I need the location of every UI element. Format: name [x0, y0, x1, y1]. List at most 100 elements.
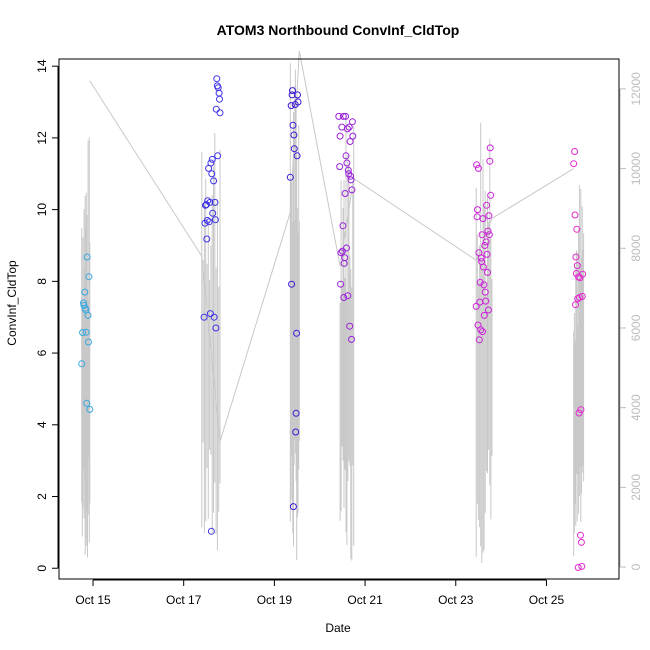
- data-point: [478, 231, 486, 239]
- data-point: [343, 125, 351, 133]
- data-point: [83, 253, 91, 261]
- data-point: [82, 328, 90, 336]
- data-point: [578, 562, 586, 570]
- data-point: [486, 144, 494, 152]
- data-point: [210, 177, 218, 185]
- data-point: [85, 338, 92, 346]
- data-point: [293, 329, 301, 337]
- data-point: [208, 155, 216, 163]
- data-point: [207, 527, 215, 535]
- data-point: [335, 112, 343, 120]
- data-point: [81, 288, 89, 296]
- y-tick-label: 4: [35, 421, 49, 428]
- data-point: [339, 222, 347, 230]
- data-point: [343, 244, 350, 252]
- data-point: [486, 157, 494, 165]
- data-point: [479, 328, 486, 336]
- data-point: [208, 170, 216, 178]
- data-point: [206, 310, 214, 318]
- data-point: [484, 268, 491, 276]
- data-point: [479, 215, 487, 223]
- data-point: [348, 118, 356, 126]
- data-point: [349, 132, 357, 140]
- data-point: [85, 273, 93, 281]
- x-tick-label: Oct 25: [529, 593, 565, 607]
- data-point: [78, 360, 86, 368]
- y2-tick-label: 8000: [629, 235, 643, 262]
- data-point: [572, 253, 580, 261]
- data-point: [290, 145, 298, 153]
- data-point: [292, 428, 300, 436]
- x-tick-label: Oct 15: [75, 593, 111, 607]
- data-point: [289, 87, 296, 95]
- data-point: [203, 216, 211, 224]
- data-point: [337, 280, 345, 288]
- data-point: [577, 531, 584, 539]
- data-point: [484, 306, 492, 314]
- data-point: [79, 329, 87, 337]
- data-point: [484, 227, 492, 235]
- data-point: [207, 159, 215, 167]
- data-point: [477, 326, 485, 334]
- data-point: [336, 132, 344, 140]
- y2-tick-label: 6000: [629, 314, 643, 341]
- data-point: [203, 235, 211, 243]
- data-point: [293, 152, 301, 160]
- y-tick-label: 8: [35, 278, 49, 285]
- y-tick-label: 12: [35, 131, 49, 145]
- data-point: [340, 294, 348, 301]
- y2-tick-label: 12000: [629, 72, 643, 106]
- data-point: [214, 152, 222, 160]
- data-point: [289, 503, 297, 511]
- data-point: [485, 212, 493, 220]
- y-tick-label: 2: [35, 493, 49, 500]
- y-tick-label: 10: [35, 203, 49, 217]
- y2-tick-label: 10000: [629, 152, 643, 186]
- data-point: [480, 281, 488, 289]
- x-axis-label: Date: [325, 621, 351, 635]
- data-point: [481, 288, 489, 296]
- x-tick-label: Oct 17: [166, 593, 202, 607]
- data-point: [211, 216, 219, 224]
- data-point: [483, 201, 491, 209]
- data-point: [345, 123, 353, 131]
- data-point: [346, 138, 354, 145]
- x-tick-label: Oct 19: [257, 593, 293, 607]
- data-point: [205, 218, 213, 226]
- data-points: [78, 75, 587, 571]
- data-point: [212, 105, 220, 113]
- chart-title: ATOM3 Northbound ConvInf_CldTop: [217, 22, 460, 38]
- data-point: [575, 409, 583, 417]
- y-tick-label: 14: [35, 59, 49, 73]
- data-point: [481, 242, 489, 249]
- data-point: [573, 262, 581, 270]
- data-point: [571, 148, 579, 155]
- data-point: [290, 131, 298, 139]
- data-point: [337, 249, 345, 257]
- y2-tick-label: 2000: [629, 474, 643, 501]
- data-point: [83, 399, 91, 407]
- y2-tick-label: 0: [629, 563, 643, 570]
- data-point: [213, 75, 221, 83]
- data-point: [474, 164, 482, 172]
- data-point: [86, 405, 94, 413]
- data-point: [292, 409, 300, 417]
- data-point: [209, 209, 217, 217]
- y2-tick-label: 4000: [629, 394, 643, 421]
- data-point: [84, 311, 92, 319]
- data-point: [210, 313, 218, 321]
- data-point: [578, 292, 586, 300]
- y-tick-label: 6: [35, 349, 49, 356]
- data-point: [475, 336, 483, 344]
- data-point: [482, 238, 490, 246]
- data-point: [487, 191, 495, 199]
- data-point: [342, 112, 350, 120]
- data-point: [206, 198, 214, 206]
- data-point: [348, 186, 356, 194]
- data-point: [483, 250, 491, 258]
- data-point: [480, 311, 488, 319]
- data-point: [572, 301, 579, 309]
- data-point: [287, 102, 295, 110]
- data-point: [336, 163, 344, 171]
